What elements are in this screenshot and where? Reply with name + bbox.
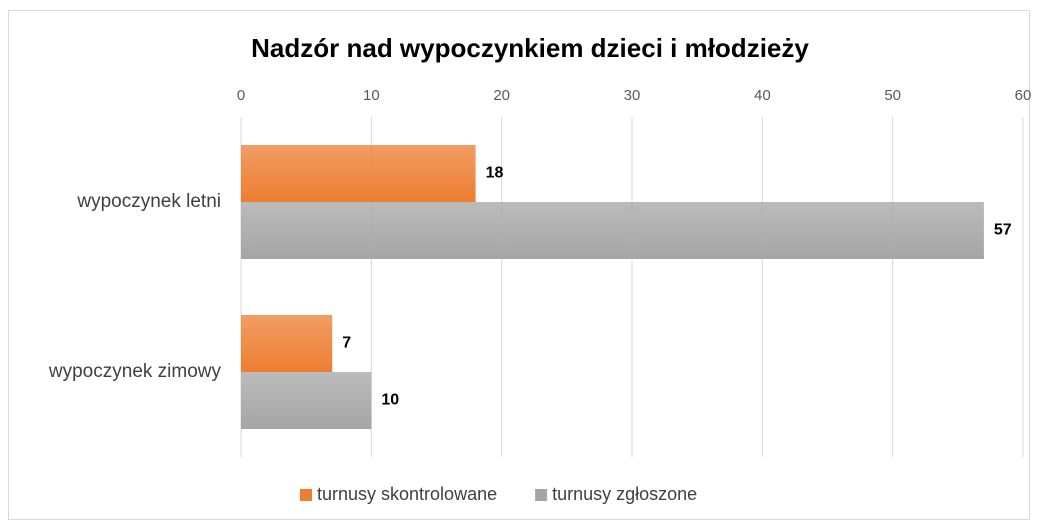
bar bbox=[241, 372, 372, 429]
bar bbox=[241, 145, 476, 202]
x-tick-label: 50 bbox=[884, 87, 901, 104]
x-tick-label: 20 bbox=[493, 87, 510, 104]
x-tick-label: 30 bbox=[624, 87, 641, 104]
legend-label: turnusy skontrolowane bbox=[317, 484, 497, 504]
bar bbox=[241, 202, 984, 259]
y-tick-label: wypoczynek zimowy bbox=[48, 361, 222, 382]
value-label: 18 bbox=[486, 165, 504, 182]
x-tick-label: 60 bbox=[1015, 87, 1032, 104]
legend-swatch bbox=[300, 489, 312, 501]
value-label: 7 bbox=[342, 335, 351, 352]
legend-label: turnusy zgłoszone bbox=[552, 484, 697, 504]
x-tick-label: 40 bbox=[754, 87, 771, 104]
value-label: 10 bbox=[381, 392, 399, 409]
x-tick-label: 10 bbox=[363, 87, 380, 104]
value-label: 57 bbox=[994, 222, 1012, 239]
y-tick-label: wypoczynek letni bbox=[76, 191, 221, 212]
x-tick-label: 0 bbox=[237, 87, 245, 104]
legend-swatch bbox=[535, 489, 548, 501]
bar bbox=[241, 315, 333, 372]
chart-title: Nadzór nad wypoczynkiem dzieci i młodzie… bbox=[251, 33, 809, 63]
chart-border bbox=[8, 10, 1030, 520]
